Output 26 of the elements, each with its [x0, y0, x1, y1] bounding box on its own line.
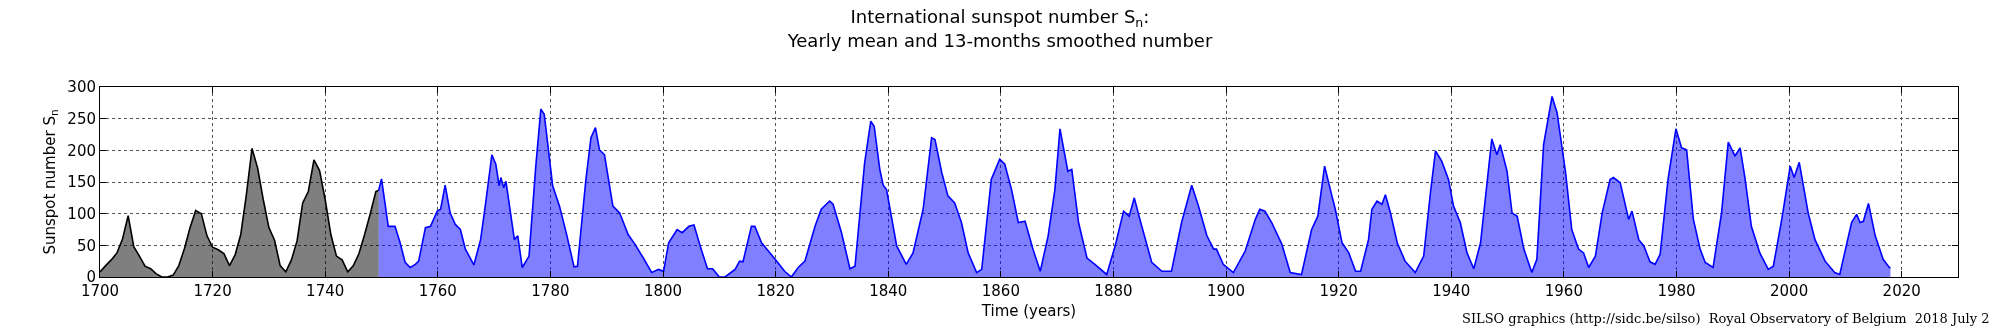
text: SILSO graphics (http://sidc.be/silso) Royal Observatory of Belgium 2018 July 2 — [1462, 311, 1990, 326]
x-tick-label: 1720 — [193, 282, 232, 300]
y-tick-label: 250 — [67, 109, 96, 128]
x-axis-title: Time (years) — [980, 302, 1077, 320]
x-tick-label: 1860 — [981, 282, 1020, 300]
x-tick-label: 1940 — [1432, 282, 1471, 300]
x-tick-label: 1800 — [643, 282, 683, 300]
x-tick-label: 2020 — [1882, 282, 1921, 300]
y-tick-label: 50 — [76, 236, 96, 255]
x-tick-label: 2000 — [1770, 282, 1809, 300]
x-tick-label: 1880 — [1094, 282, 1133, 300]
x-tick-label: 1760 — [418, 282, 457, 300]
x-tick-label: 1900 — [1206, 282, 1246, 300]
x-tick-label: 1840 — [869, 282, 908, 300]
x-tick-label: 1960 — [1544, 282, 1583, 300]
chart-subtitle: Yearly mean and 13-months smoothed number — [786, 29, 1213, 51]
y-tick-label: 100 — [67, 204, 96, 223]
x-tick-label: 1980 — [1657, 282, 1696, 300]
x-tick-label: 1920 — [1319, 282, 1358, 300]
chart-title: International sunspot number S$_{n}$: — [850, 6, 1150, 31]
x-tick-label: 1740 — [306, 282, 345, 300]
y-tick-label: 300 — [67, 78, 96, 97]
x-tick-label: 1780 — [531, 282, 570, 300]
y-tick-label: 150 — [67, 173, 96, 192]
y-tick-label: 200 — [67, 141, 96, 160]
x-tick-label: 1820 — [756, 282, 795, 300]
